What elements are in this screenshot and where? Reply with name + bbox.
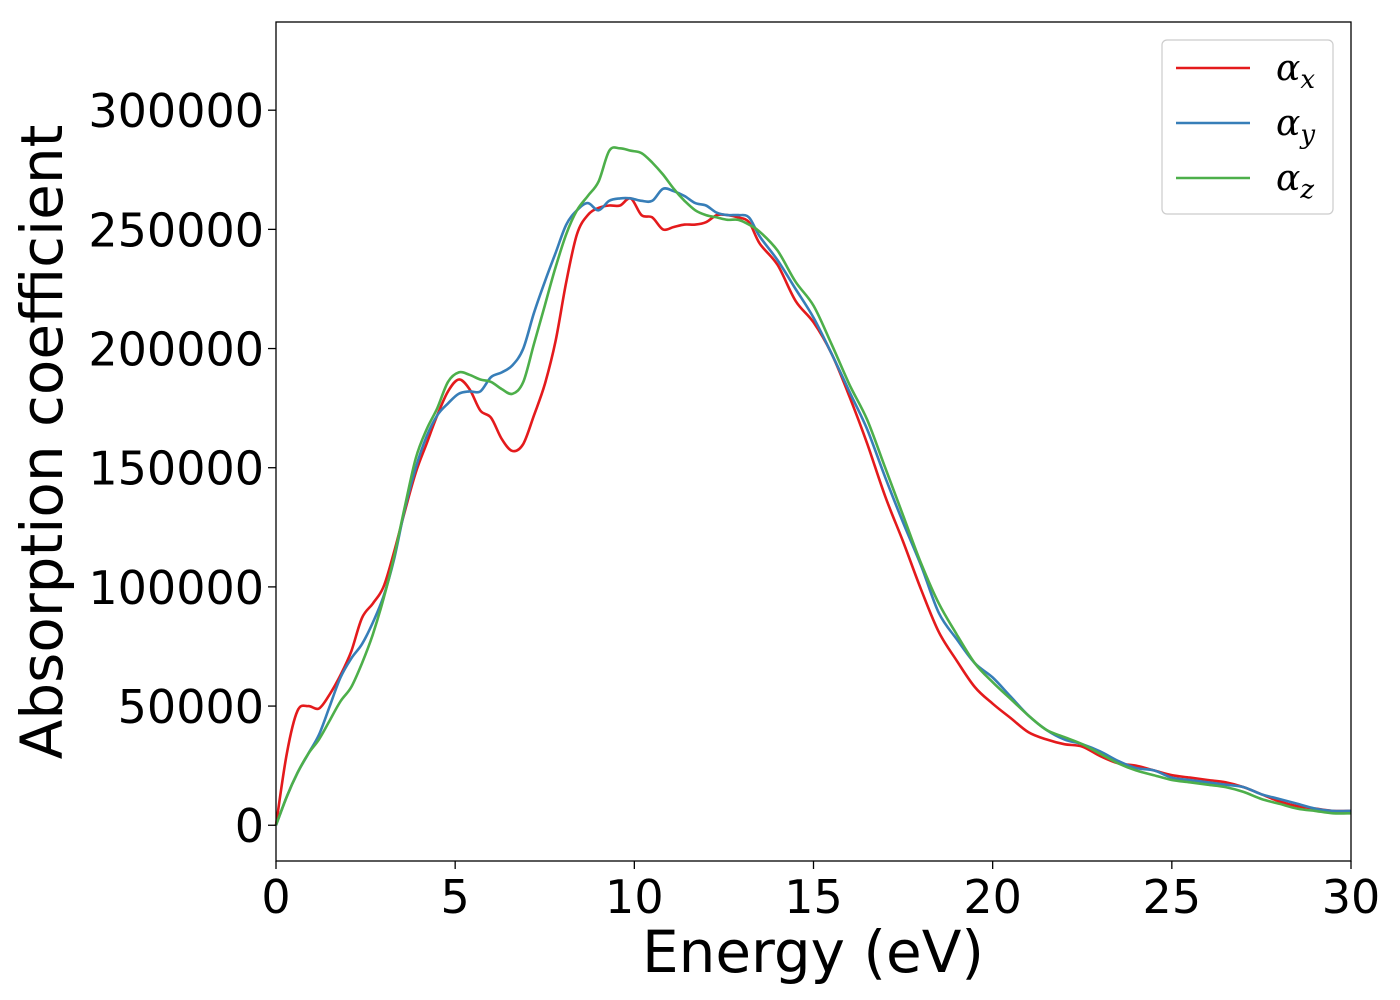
y-tick-label: 300000: [88, 84, 264, 138]
series-line-y: [274, 187, 1352, 826]
x-tick-label: 5: [441, 870, 470, 924]
legend-label: αy: [1276, 103, 1315, 150]
y-tick-label: 0: [235, 799, 264, 853]
y-tick-label: 50000: [118, 680, 264, 734]
x-tick-label: 20: [963, 870, 1022, 924]
x-tick-label: 10: [605, 870, 664, 924]
legend-box: [1161, 39, 1334, 215]
x-tick-label: 15: [784, 870, 843, 924]
legend-label: αz: [1276, 158, 1314, 205]
y-tick-label: 250000: [88, 203, 264, 257]
x-tick-label: 30: [1322, 870, 1381, 924]
legend: αx αy αz: [1161, 39, 1334, 215]
y-tick-label: 150000: [88, 442, 264, 496]
y-tick-label: 200000: [88, 323, 264, 377]
x-axis: 0 5 10 15 20 25 30: [261, 861, 1380, 924]
y-axis-title: Absorption coefficient: [8, 125, 76, 760]
y-tick-label: 100000: [88, 561, 264, 615]
x-tick-label: 0: [261, 870, 290, 924]
x-axis-title: Energy (eV): [642, 918, 984, 986]
plot-lines: [274, 146, 1352, 826]
series-line-x: [274, 196, 1352, 826]
legend-label: αx: [1276, 48, 1315, 95]
y-axis: 0 50000 100000 150000 200000 250000 300000: [88, 84, 276, 853]
x-tick-label: 25: [1143, 870, 1202, 924]
series-line-z: [274, 146, 1352, 826]
